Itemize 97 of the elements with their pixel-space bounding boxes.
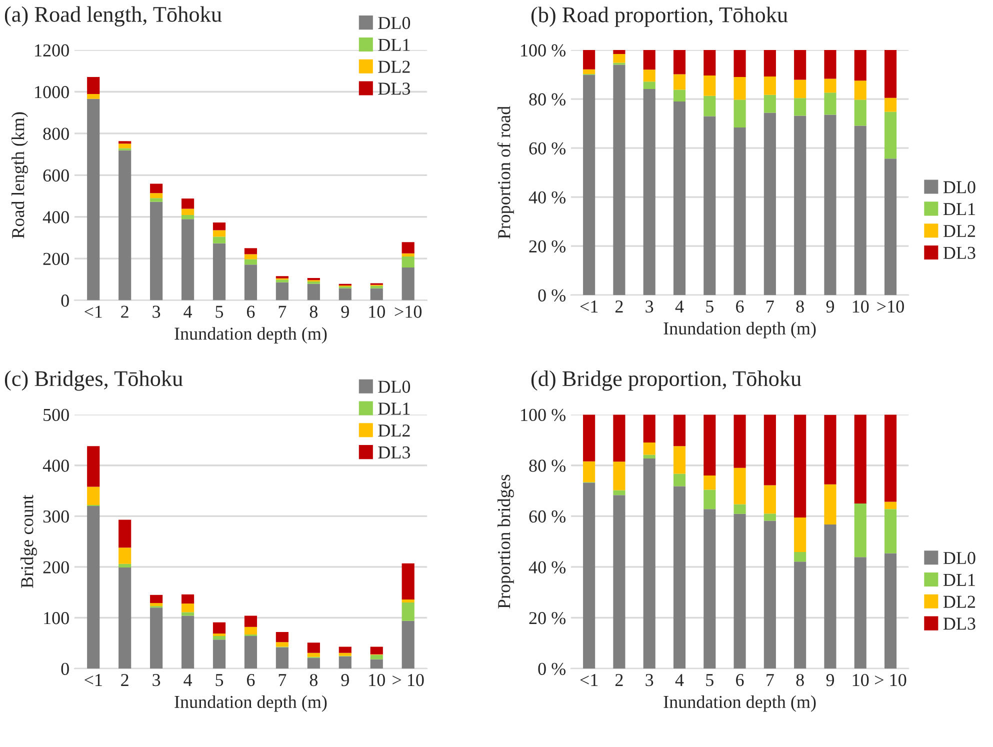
x-tick-label: 10 bbox=[852, 300, 869, 313]
legend-label: DL1 bbox=[378, 38, 410, 51]
y-axis-title: Proportion of road bbox=[497, 106, 514, 239]
x-axis-title: Inundation depth (m) bbox=[174, 327, 327, 344]
x-axis-title: Inundation depth (m) bbox=[174, 695, 327, 712]
y-tick-label: 0 bbox=[61, 662, 69, 676]
y-tick-label: 40 % bbox=[528, 561, 566, 574]
legend-label: DL1 bbox=[943, 574, 975, 586]
x-tick-label: <1 bbox=[580, 674, 598, 686]
x-tick-label: >10 bbox=[877, 300, 904, 313]
y-axis-title: Bridge count bbox=[20, 494, 37, 588]
x-tick-label: <1 bbox=[84, 674, 102, 686]
x-tick-label: 4 bbox=[675, 300, 684, 312]
x-tick-label: > 10 bbox=[875, 674, 906, 686]
y-tick-label: 0 % bbox=[538, 662, 566, 676]
x-tick-label: 3 bbox=[646, 300, 654, 313]
legend-label: DL3 bbox=[378, 82, 410, 95]
y-tick-label: 20 % bbox=[529, 612, 566, 624]
x-tick-label: 4 bbox=[184, 306, 192, 318]
x-tick-label: 10 bbox=[369, 674, 385, 686]
x-tick-label: 10 bbox=[852, 674, 869, 686]
legend-label: DL2 bbox=[943, 224, 975, 237]
y-tick-label: 400 bbox=[42, 460, 69, 472]
legend-label: DL2 bbox=[378, 424, 410, 437]
y-tick-label: 600 bbox=[43, 169, 69, 182]
y-tick-label: 100 % bbox=[521, 44, 566, 57]
chart-title: (c) Bridges, Tōhoku bbox=[4, 370, 183, 391]
x-tick-label: 6 bbox=[736, 300, 744, 313]
x-tick-label: 6 bbox=[246, 674, 255, 686]
x-tick-label: 3 bbox=[646, 674, 654, 686]
x-tick-label: 2 bbox=[615, 300, 623, 312]
x-tick-label: 7 bbox=[766, 300, 774, 312]
x-tick-label: 10 bbox=[369, 306, 385, 318]
x-tick-label: 9 bbox=[826, 674, 834, 686]
y-tick-label: 1000 bbox=[35, 86, 69, 98]
x-tick-label: 7 bbox=[278, 306, 286, 318]
legend-label: DL1 bbox=[943, 203, 975, 216]
legend-label: DL0 bbox=[943, 181, 976, 194]
chart-title: (b) Road proportion, Tōhoku bbox=[531, 6, 788, 27]
chart-title: (a) Road length, Tōhoku bbox=[4, 6, 222, 26]
x-tick-label: 5 bbox=[216, 674, 224, 686]
y-tick-label: 20 % bbox=[529, 240, 566, 253]
x-tick-label: 9 bbox=[341, 674, 349, 686]
x-tick-label: 4 bbox=[675, 674, 684, 686]
x-tick-label: 4 bbox=[184, 674, 192, 686]
y-tick-label: 100 bbox=[44, 612, 69, 624]
y-tick-label: 80 % bbox=[529, 93, 566, 106]
x-axis-title: Inundation depth (m) bbox=[664, 322, 816, 338]
y-tick-label: 200 bbox=[43, 561, 69, 574]
x-tick-label: 5 bbox=[706, 674, 714, 686]
y-tick-label: 200 bbox=[43, 252, 69, 266]
y-tick-label: 100 % bbox=[521, 408, 566, 422]
x-tick-label: <1 bbox=[580, 300, 598, 312]
y-tick-label: 80 % bbox=[529, 460, 566, 472]
y-tick-label: 60 % bbox=[529, 142, 566, 155]
x-tick-label: <1 bbox=[84, 306, 102, 318]
x-tick-label: 9 bbox=[826, 300, 834, 313]
x-tick-label: 2 bbox=[121, 306, 128, 318]
x-tick-label: 8 bbox=[796, 300, 804, 313]
y-axis-title: Road length (km) bbox=[12, 112, 28, 238]
x-tick-label: 5 bbox=[216, 306, 224, 318]
x-tick-label: 3 bbox=[152, 674, 160, 686]
x-tick-label: 2 bbox=[615, 674, 623, 686]
chart-title: (d) Bridge proportion, Tōhoku bbox=[531, 370, 802, 391]
x-tick-label: 7 bbox=[766, 674, 774, 686]
y-tick-label: 40 % bbox=[528, 191, 566, 204]
y-tick-label: 0 bbox=[61, 294, 69, 307]
x-tick-label: 7 bbox=[278, 674, 286, 686]
legend-label: DL2 bbox=[943, 596, 975, 608]
y-tick-label: 0 % bbox=[538, 289, 566, 302]
legend-label: DL1 bbox=[378, 402, 410, 415]
legend-label: DL0 bbox=[378, 380, 410, 393]
x-tick-label: 6 bbox=[246, 306, 255, 318]
y-axis-title: Proportion bridges bbox=[497, 474, 514, 609]
y-tick-label: 300 bbox=[43, 510, 69, 523]
legend-label: DL2 bbox=[378, 60, 410, 73]
y-tick-label: 1200 bbox=[35, 44, 69, 56]
x-axis-title: Inundation depth (m) bbox=[664, 695, 816, 712]
x-tick-label: 9 bbox=[341, 306, 349, 318]
x-tick-label: 8 bbox=[310, 306, 318, 318]
x-tick-label: >10 bbox=[394, 306, 422, 318]
x-tick-label: 6 bbox=[736, 674, 744, 686]
y-tick-label: 500 bbox=[44, 408, 69, 422]
legend-label: DL0 bbox=[378, 16, 410, 30]
x-tick-label: 8 bbox=[310, 674, 318, 686]
x-tick-label: 8 bbox=[796, 674, 804, 686]
x-tick-label: > 10 bbox=[392, 674, 424, 686]
legend-label: DL3 bbox=[943, 618, 976, 630]
x-tick-label: 5 bbox=[706, 300, 714, 313]
y-tick-label: 400 bbox=[42, 211, 69, 224]
x-tick-label: 2 bbox=[121, 674, 128, 686]
legend-label: DL3 bbox=[943, 246, 976, 259]
legend-label: DL0 bbox=[943, 552, 976, 564]
x-tick-label: 3 bbox=[152, 306, 160, 318]
y-tick-label: 60 % bbox=[529, 510, 566, 523]
y-tick-label: 800 bbox=[43, 128, 69, 140]
legend-label: DL3 bbox=[378, 446, 410, 459]
